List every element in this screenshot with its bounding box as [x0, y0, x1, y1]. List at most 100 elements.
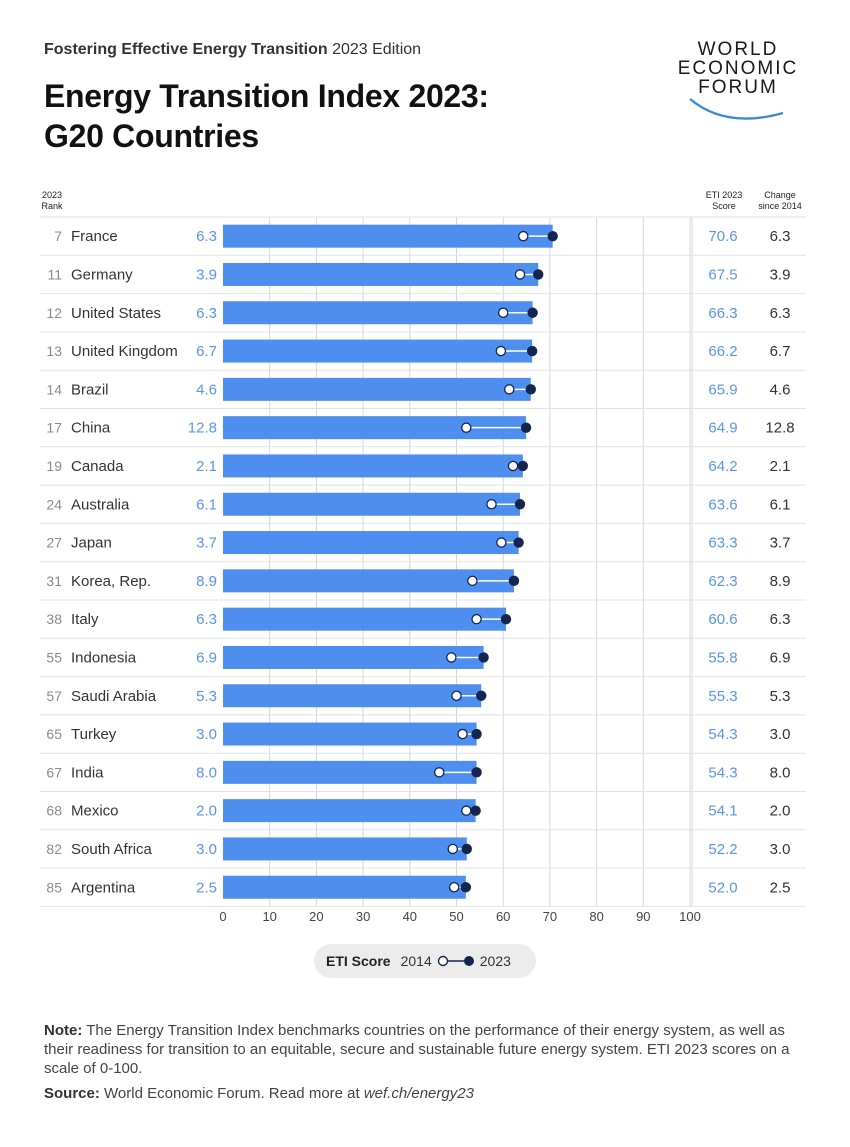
- change-value-left: 6.1: [196, 496, 217, 513]
- source-link[interactable]: wef.ch/energy23: [363, 1085, 474, 1102]
- rank-label: 7: [54, 228, 62, 244]
- score-value: 54.3: [708, 726, 737, 743]
- change-column-header: Change since 2014: [758, 190, 802, 211]
- score-value: 63.3: [708, 535, 737, 552]
- score-value: 67.5: [708, 266, 737, 283]
- country-label: Saudi Arabia: [71, 688, 157, 705]
- point-2023: [547, 230, 558, 242]
- x-tick-label: 20: [309, 909, 323, 924]
- point-2014: [496, 537, 507, 548]
- footnote: Note: The Energy Transition Index benchm…: [44, 1021, 810, 1078]
- source-line: Source: World Economic Forum. Read more …: [44, 1085, 474, 1102]
- rank-label: 82: [46, 841, 62, 857]
- country-label: Japan: [71, 535, 112, 552]
- bar: [223, 760, 477, 784]
- point-2023: [461, 843, 472, 855]
- change-value-left: 2.5: [196, 879, 217, 896]
- country-label: Turkey: [71, 726, 117, 743]
- point-2023: [533, 269, 544, 280]
- source-label: Source:: [44, 1085, 100, 1102]
- bar: [223, 531, 519, 555]
- country-label: Australia: [71, 496, 130, 513]
- logo-word-2: ECONOMIC: [677, 58, 799, 79]
- legend-label-2023: 2023: [479, 953, 511, 969]
- point-2014: [457, 728, 468, 740]
- country-label: France: [71, 228, 118, 245]
- point-2014: [486, 498, 497, 510]
- point-2023: [520, 422, 532, 433]
- x-tick-label: 40: [403, 909, 417, 924]
- change-value-left: 5.3: [196, 688, 217, 705]
- change-value: 12.8: [765, 420, 794, 437]
- title-line-2: G20 Countries: [44, 118, 259, 154]
- point-2023: [471, 767, 482, 778]
- score-value: 65.9: [708, 381, 737, 398]
- x-tick-label: 60: [496, 909, 510, 924]
- point-2023: [525, 384, 536, 395]
- change-value: 6.1: [770, 496, 791, 513]
- point-2023: [508, 575, 520, 587]
- change-value-left: 6.3: [196, 611, 217, 628]
- change-value-left: 3.0: [196, 726, 217, 743]
- supertitle-edition: 2023 Edition: [332, 41, 422, 58]
- x-tick-label: 0: [219, 909, 226, 924]
- rank-label: 85: [46, 879, 62, 895]
- score-value: 52.2: [708, 841, 737, 858]
- bar: [223, 645, 484, 669]
- point-2014: [507, 460, 519, 472]
- change-value-left: 2.1: [196, 458, 217, 475]
- change-value: 6.3: [770, 611, 791, 628]
- point-2014: [446, 652, 457, 663]
- point-2014: [451, 690, 462, 702]
- score-value: 63.6: [708, 496, 737, 513]
- score-value: 66.2: [708, 343, 737, 360]
- point-2014: [504, 384, 515, 395]
- note-text: The Energy Transition Index benchmarks c…: [44, 1022, 790, 1077]
- logo-word-3: FORUM: [698, 77, 778, 98]
- country-label: Italy: [71, 611, 99, 628]
- change-value-left: 4.6: [196, 381, 217, 398]
- rank-label: 17: [46, 420, 62, 436]
- change-value: 3.9: [770, 266, 791, 283]
- note-label: Note:: [44, 1022, 83, 1039]
- point-2023: [513, 537, 524, 548]
- point-2014: [433, 767, 445, 778]
- bar: [223, 607, 507, 631]
- change-value-left: 6.3: [196, 228, 217, 245]
- bar: [223, 684, 482, 708]
- country-label: Brazil: [71, 381, 109, 398]
- country-label: Korea, Rep.: [71, 573, 151, 590]
- x-tick-label: 50: [449, 909, 463, 924]
- point-2014: [497, 307, 509, 318]
- point-2014: [471, 613, 482, 625]
- change-value: 2.5: [770, 879, 791, 896]
- point-2023: [517, 460, 529, 472]
- point-2023: [476, 690, 487, 701]
- score-column-header: ETI 2023 Score: [705, 190, 743, 211]
- point-2014: [467, 575, 478, 587]
- x-tick-label: 30: [356, 909, 370, 924]
- change-value: 6.3: [770, 228, 791, 245]
- point-2023: [527, 307, 538, 318]
- bar: [223, 224, 553, 248]
- change-value-left: 6.9: [196, 649, 217, 666]
- x-tick-label: 90: [636, 909, 650, 924]
- change-value-left: 6.7: [196, 343, 217, 360]
- bar: [223, 875, 466, 899]
- score-value: 55.8: [708, 649, 737, 666]
- rank-label: 14: [46, 381, 62, 397]
- point-2014: [448, 882, 460, 893]
- change-value: 2.1: [770, 458, 791, 475]
- change-value: 8.9: [770, 573, 791, 590]
- bar: [223, 339, 533, 363]
- title-line-1: Energy Transition Index 2023:: [44, 78, 489, 114]
- bar: [223, 377, 531, 401]
- bar: [223, 262, 539, 286]
- change-value: 6.9: [770, 649, 791, 666]
- point-2023: [460, 882, 472, 893]
- point-2014: [461, 422, 472, 433]
- score-value: 54.1: [708, 803, 737, 820]
- rank-label: 13: [46, 343, 62, 359]
- legend-dumbbell-icon: [437, 955, 474, 967]
- rank-label: 12: [46, 305, 62, 321]
